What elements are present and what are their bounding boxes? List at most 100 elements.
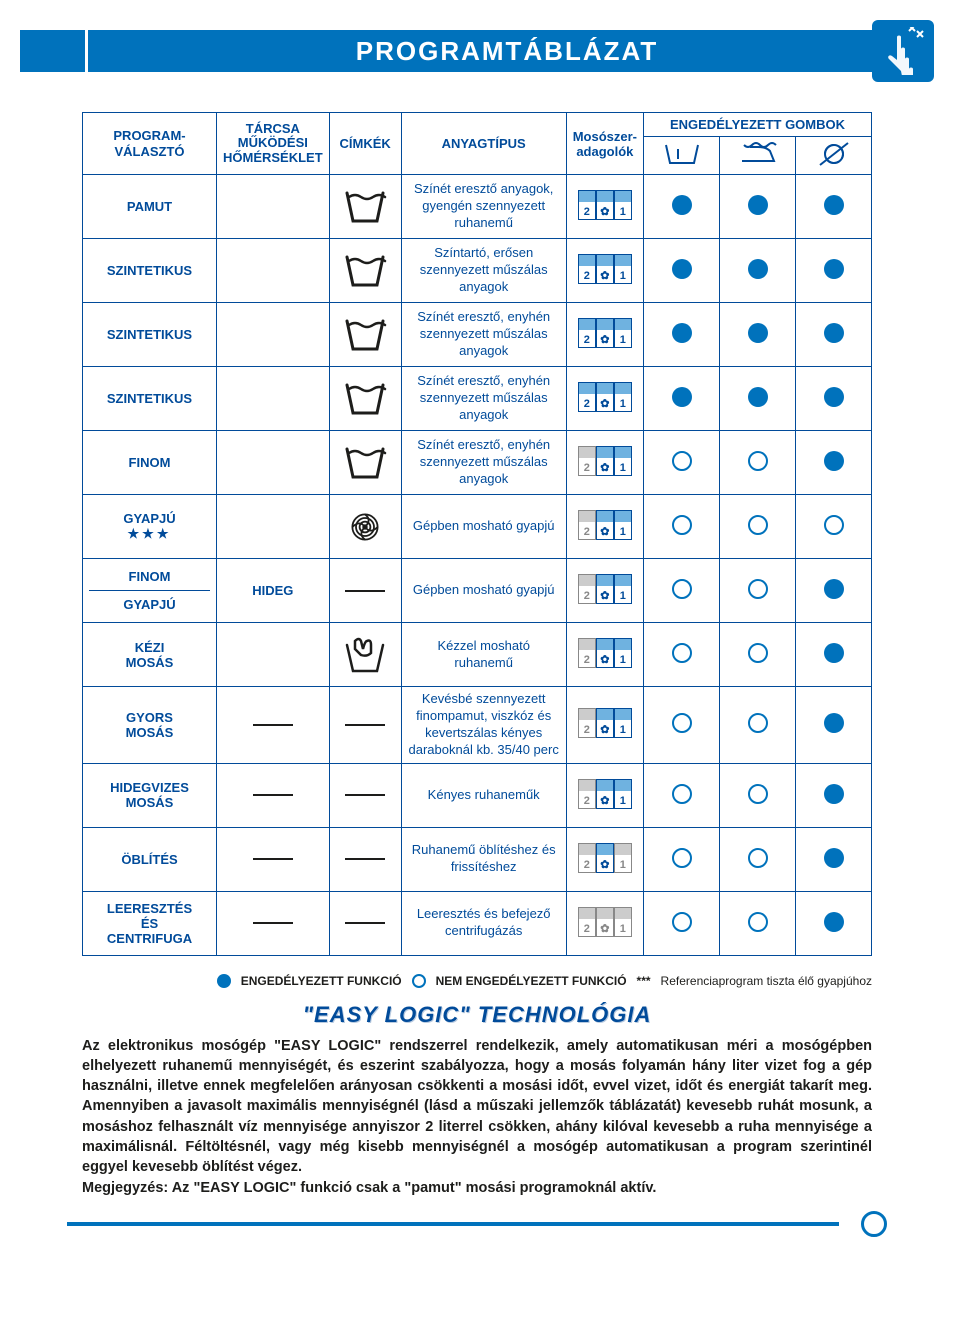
allowed-button-cell [796,763,872,827]
care-label-icon [329,303,401,367]
dispenser-cell: 2✿1 [566,367,643,431]
table-row: ÖBLÍTÉSRuhanemű öblítéshez és frissítésh… [83,827,872,891]
legend-dot-allowed [217,974,231,988]
table-row: GYORSMOSÁSKevésbé szennyezett finompamut… [83,687,872,764]
header-gombok: ENGEDÉLYEZETT GOMBOK [644,113,872,137]
tarcsa-cell [217,623,330,687]
allowed-button-cell [796,559,872,623]
program-cell: KÉZIMOSÁS [83,623,217,687]
material-desc: Gépben mosható gyapjú [401,495,566,559]
allowed-button-cell [644,175,720,239]
allowed-button-cell [720,239,796,303]
allowed-button-cell [644,891,720,955]
tarcsa-cell [217,303,330,367]
header-anyag: ANYAGTÍPUS [401,113,566,175]
dispenser-cell: 2✿1 [566,431,643,495]
dispenser-cell: 2✿1 [566,623,643,687]
dispenser-cell: 2✿1 [566,827,643,891]
header-mososzer: Mosószer-adagolók [566,113,643,175]
allowed-button-cell [720,891,796,955]
program-cell: SZINTETIKUS [83,367,217,431]
dispenser-cell: 2✿1 [566,891,643,955]
allowed-button-cell [796,367,872,431]
allowed-button-cell [796,175,872,239]
allowed-button-cell [796,431,872,495]
allowed-button-cell [720,687,796,764]
allowed-button-cell [720,827,796,891]
legend: ENGEDÉLYEZETT FUNKCIÓ NEM ENGEDÉLYEZETT … [82,974,872,988]
table-row: FINOMGYAPJÚHIDEGGépben mosható gyapjú2✿1 [83,559,872,623]
dispenser-cell: 2✿1 [566,175,643,239]
allowed-button-cell [796,891,872,955]
tarcsa-cell [217,239,330,303]
program-cell: HIDEGVIZESMOSÁS [83,763,217,827]
allowed-button-cell [796,827,872,891]
allowed-button-cell [644,495,720,559]
program-cell: LEERESZTÉSÉSCENTRIFUGA [83,891,217,955]
tarcsa-cell [217,827,330,891]
material-desc: Gépben mosható gyapjú [401,559,566,623]
program-cell: GYAPJÚ★★★ [83,495,217,559]
care-label-icon [329,175,401,239]
page-footer-rule [67,1222,887,1226]
easy-iron-icon [720,137,796,175]
allowed-button-cell [644,367,720,431]
allowed-button-cell [644,431,720,495]
program-cell: SZINTETIKUS [83,303,217,367]
care-label-icon [329,431,401,495]
title-band: PROGRAMTÁBLÁZAT [20,30,934,72]
prewash-icon [644,137,720,175]
table-row: LEERESZTÉSÉSCENTRIFUGA Leeresztés és befe… [83,891,872,955]
header-tarcsa: TÁRCSA MŰKÖDÉSI HŐMÉRSÉKLET [217,113,330,175]
care-label-icon [329,559,401,623]
allowed-button-cell [644,827,720,891]
allowed-button-cell [796,495,872,559]
tarcsa-cell [217,175,330,239]
allowed-button-cell [720,303,796,367]
dispenser-cell: 2✿1 [566,763,643,827]
table-row: SZINTETIKUS Színét eresztő, enyhén szenny… [83,367,872,431]
dispenser-cell: 2✿1 [566,559,643,623]
material-desc: Színét eresztő anyagok, gyengén szennyez… [401,175,566,239]
allowed-button-cell [720,763,796,827]
program-cell: PAMUT [83,175,217,239]
care-label-icon [329,367,401,431]
program-cell: ÖBLÍTÉS [83,827,217,891]
allowed-button-cell [644,239,720,303]
legend-asterisk: *** [637,974,651,988]
allowed-button-cell [644,623,720,687]
material-desc: Színét eresztő, enyhén szennyezett műszá… [401,367,566,431]
legend-not-allowed-label: NEM ENGEDÉLYEZETT FUNKCIÓ [436,974,627,988]
legend-allowed-label: ENGEDÉLYEZETT FUNKCIÓ [241,974,402,988]
allowed-button-cell [796,687,872,764]
dispenser-cell: 2✿1 [566,239,643,303]
table-row: HIDEGVIZESMOSÁSKényes ruhaneműk2✿1 [83,763,872,827]
legend-ref-label: Referenciaprogram tiszta élő gyapjúhoz [661,974,872,988]
header-program: PROGRAM-VÁLASZTÓ [83,113,217,175]
table-row: FINOMSzínét eresztő, enyhén szennyezett … [83,431,872,495]
allowed-button-cell [720,367,796,431]
program-cell: FINOM [83,431,217,495]
material-desc: Leeresztés és befejező centrifugázás [401,891,566,955]
page-title: PROGRAMTÁBLÁZAT [88,30,926,72]
care-label-icon [329,495,401,559]
allowed-button-cell [720,623,796,687]
table-row: SZINTETIKUSSzíntartó, erősen szennyezett… [83,239,872,303]
care-label-icon [329,687,401,764]
table-row: PAMUT Színét eresztő anyagok, gyengén sze… [83,175,872,239]
care-label-icon [329,891,401,955]
table-row: SZINTETIKUS Színét eresztő, enyhén szenny… [83,303,872,367]
no-spin-icon [796,137,872,175]
allowed-button-cell [720,431,796,495]
allowed-button-cell [796,303,872,367]
tarcsa-cell: HIDEG [217,559,330,623]
dispenser-cell: 2✿1 [566,495,643,559]
tarcsa-cell [217,495,330,559]
title-band-leader [20,30,85,72]
allowed-button-cell [796,623,872,687]
material-desc: Kevésbé szennyezett finompamut, viszkóz … [401,687,566,764]
material-desc: Színét eresztő, enyhén szennyezett műszá… [401,303,566,367]
allowed-button-cell [644,763,720,827]
allowed-button-cell [644,687,720,764]
hand-icon [872,20,934,82]
